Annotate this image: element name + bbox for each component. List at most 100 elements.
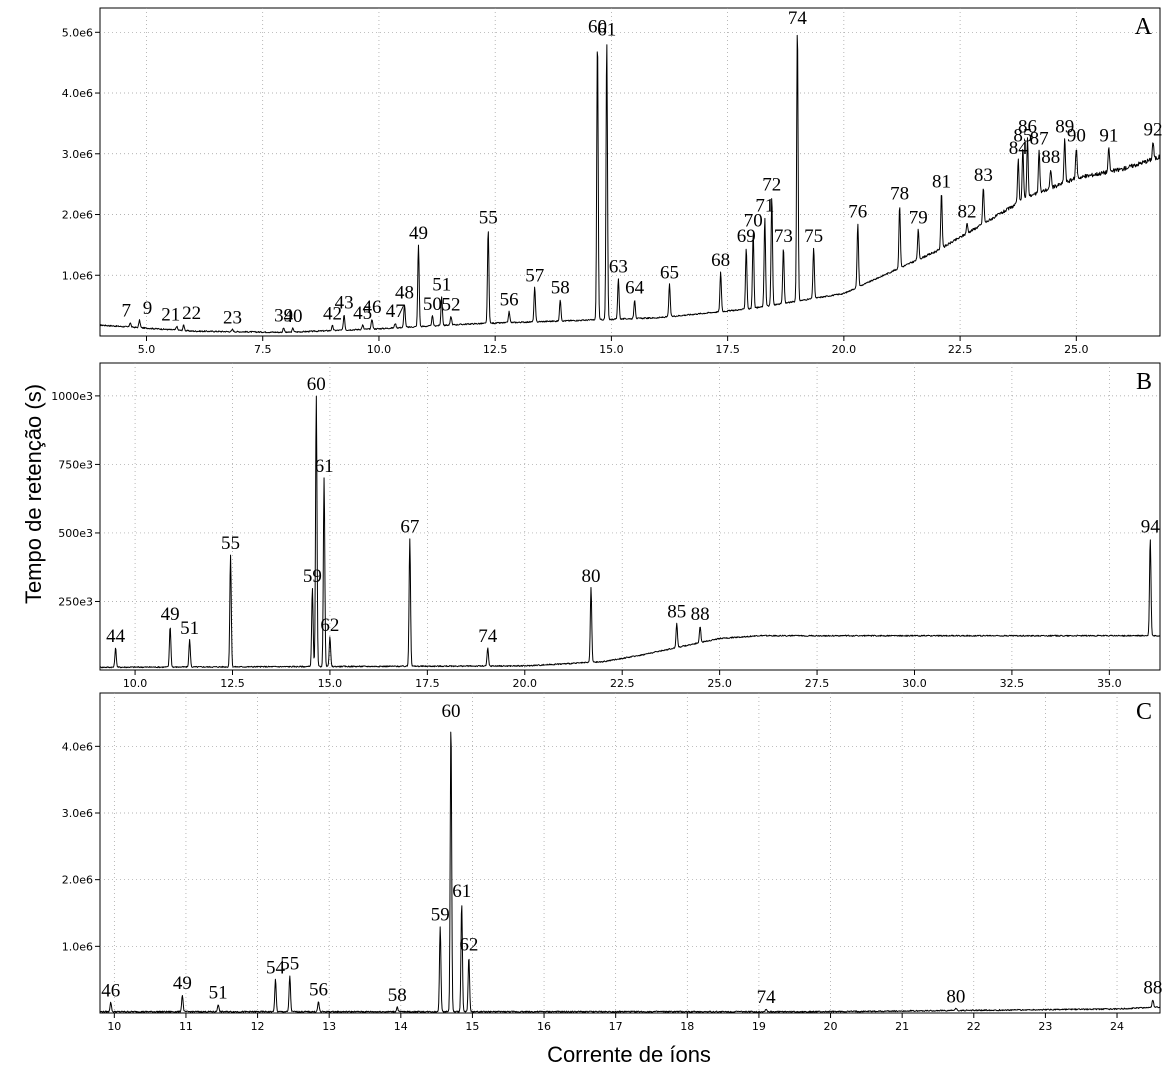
x-tick-label: 14	[394, 1020, 408, 1033]
x-tick-label: 25.0	[707, 677, 732, 690]
x-tick-label: 35.0	[1097, 677, 1122, 690]
peak-label-57: 57	[525, 265, 544, 286]
peak-label-9: 9	[143, 298, 153, 319]
peak-label-51: 51	[180, 618, 199, 639]
peak-label-39: 39	[274, 305, 293, 326]
peak-label-88: 88	[1143, 978, 1162, 999]
y-axis-title: Tempo de retenção (s)	[21, 383, 46, 605]
y-tick-label: 250e3	[58, 595, 93, 608]
peak-label-23: 23	[223, 307, 242, 328]
peak-label-59: 59	[431, 904, 450, 925]
peak-label-22: 22	[182, 303, 201, 324]
y-tick-label: 750e3	[58, 458, 93, 471]
peak-label-87: 87	[1030, 129, 1049, 150]
peak-label-74: 74	[478, 626, 498, 647]
peak-label-49: 49	[173, 973, 192, 994]
x-tick-label: 12.5	[483, 343, 508, 356]
peak-label-56: 56	[309, 980, 328, 1001]
x-tick-label: 13	[322, 1020, 336, 1033]
peak-label-73: 73	[774, 226, 793, 247]
peak-label-68: 68	[711, 250, 730, 271]
x-axis-title: Corrente de íons	[547, 1042, 711, 1067]
x-tick-label: 12.5	[220, 677, 245, 690]
x-tick-label: 20.0	[513, 677, 538, 690]
x-tick-label: 10.0	[123, 677, 148, 690]
y-tick-label: 500e3	[58, 527, 93, 540]
peak-label-50: 50	[423, 294, 442, 315]
panel-letter-b: B	[1136, 369, 1152, 395]
peak-label-21: 21	[161, 304, 180, 325]
y-tick-label: 5.0e6	[62, 26, 93, 39]
peak-label-71: 71	[755, 196, 774, 217]
peak-label-59: 59	[303, 566, 322, 587]
peak-label-65: 65	[660, 262, 679, 283]
x-tick-label: 22	[967, 1020, 981, 1033]
peak-label-46: 46	[362, 297, 381, 318]
chromatogram-trace	[99, 34, 1161, 334]
x-tick-label: 12	[251, 1020, 265, 1033]
peak-label-79: 79	[909, 208, 928, 229]
chart-panel-b: 10.0 12.5 15.0 17.5 20.0 22.5 25.0 27.5 30.0 32.5…	[51, 362, 1161, 690]
chart-panel-a: 5.0 7.5 10.0 12.5 15.0 17.5 20.0 22.5 25.0 1.0e6 2…	[62, 7, 1163, 356]
peak-label-81: 81	[932, 171, 951, 192]
peak-label-88: 88	[1041, 147, 1060, 168]
peak-label-94: 94	[1141, 516, 1161, 537]
peak-label-42: 42	[323, 304, 342, 325]
x-tick-label: 24	[1110, 1020, 1124, 1033]
plot-frame	[99, 7, 1161, 337]
plot-frame	[99, 692, 1161, 1014]
x-tick-label: 16	[537, 1020, 551, 1033]
y-tick-label: 3.0e6	[62, 807, 93, 820]
y-tick-label: 2.0e6	[62, 874, 93, 887]
peak-label-48: 48	[395, 282, 414, 303]
y-tick-label: 3.0e6	[62, 148, 93, 161]
peak-label-55: 55	[221, 533, 240, 554]
peak-label-86: 86	[1018, 117, 1037, 138]
x-tick-label: 15	[465, 1020, 479, 1033]
peak-label-47: 47	[386, 301, 405, 322]
y-tick-label: 1.0e6	[62, 269, 93, 282]
peak-label-60: 60	[588, 16, 607, 37]
peak-label-58: 58	[551, 278, 570, 299]
peak-label-80: 80	[582, 566, 601, 587]
x-tick-label: 5.0	[138, 343, 156, 356]
peak-label-67: 67	[400, 516, 419, 537]
peak-label-70: 70	[744, 211, 763, 232]
peak-label-80: 80	[946, 986, 965, 1007]
peak-label-51: 51	[432, 275, 451, 296]
x-tick-label: 15.0	[599, 343, 624, 356]
x-tick-label: 11	[179, 1020, 193, 1033]
peak-label-74: 74	[757, 987, 777, 1008]
x-tick-label: 22.5	[948, 343, 973, 356]
x-tick-label: 17.5	[415, 677, 440, 690]
peak-label-82: 82	[958, 202, 977, 223]
peak-label-92: 92	[1144, 120, 1163, 141]
y-tick-label: 1000e3	[51, 390, 93, 403]
peak-label-91: 91	[1099, 126, 1118, 147]
peak-label-85: 85	[667, 601, 686, 622]
peak-label-56: 56	[500, 290, 519, 311]
x-tick-label: 22.5	[610, 677, 635, 690]
peak-label-61: 61	[452, 881, 471, 902]
y-tick-label: 4.0e6	[62, 87, 93, 100]
chromatogram-trace	[99, 395, 1161, 669]
x-tick-label: 21	[895, 1020, 909, 1033]
x-tick-label: 10.0	[367, 343, 392, 356]
peak-label-75: 75	[804, 226, 823, 247]
chart-panel-c: 10 11 12 13 14 15 16 17 18 19 20 21 22 23 24 1.0e6 2.0e6…	[62, 692, 1162, 1033]
x-tick-label: 20.0	[832, 343, 857, 356]
x-tick-label: 23	[1038, 1020, 1052, 1033]
peak-label-61: 61	[597, 19, 616, 40]
x-tick-label: 10	[107, 1020, 121, 1033]
peak-label-58: 58	[388, 985, 407, 1006]
x-tick-label: 17	[609, 1020, 623, 1033]
x-tick-label: 18	[680, 1020, 694, 1033]
peak-label-60: 60	[441, 701, 460, 722]
panel-letter-c: C	[1136, 699, 1152, 725]
peak-label-45: 45	[353, 303, 372, 324]
peak-label-62: 62	[459, 934, 478, 955]
peak-label-55: 55	[479, 208, 498, 229]
peak-label-85: 85	[1013, 126, 1032, 147]
y-tick-label: 4.0e6	[62, 740, 93, 753]
